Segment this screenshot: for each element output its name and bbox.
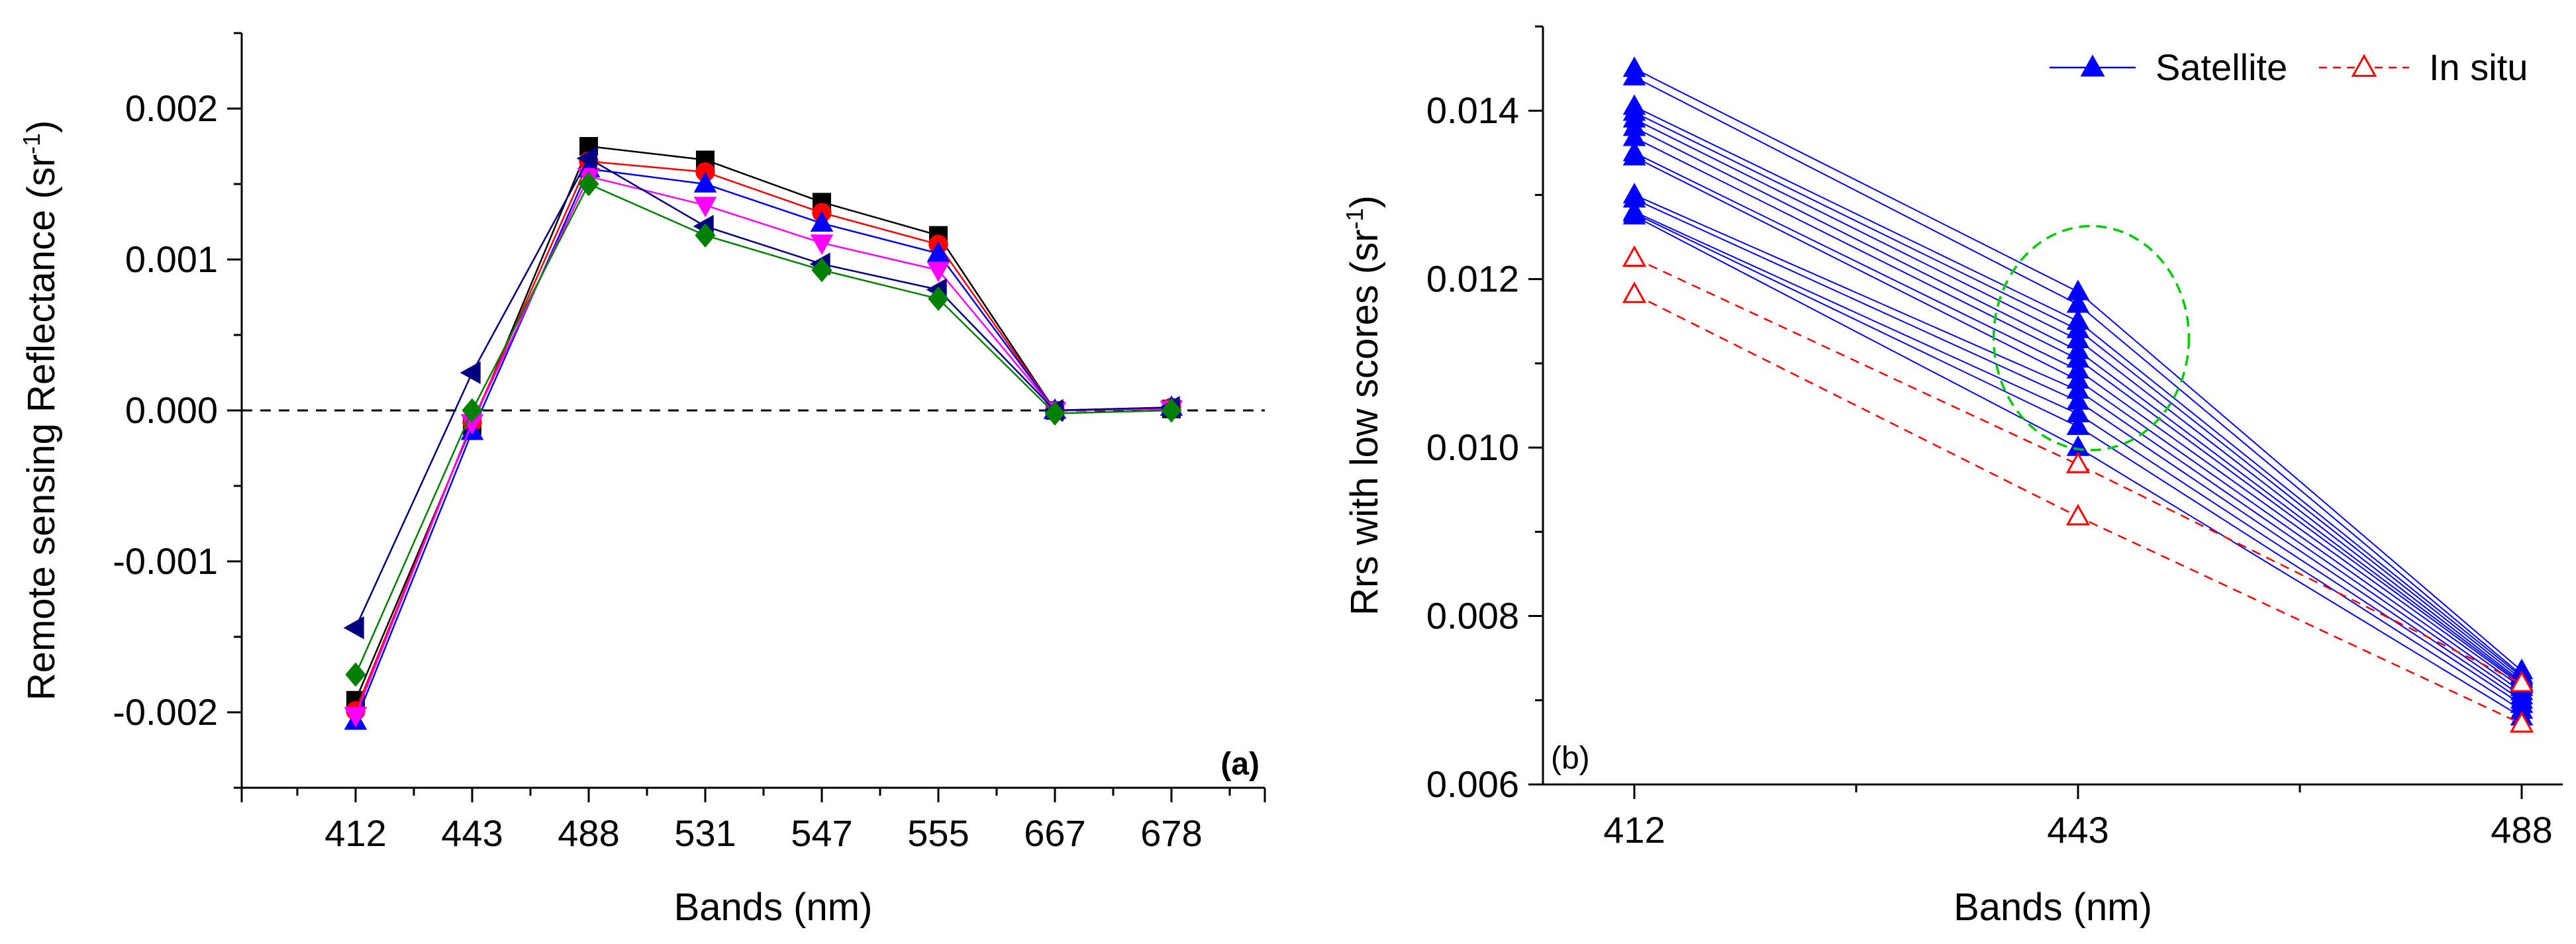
legend-marker-satellite: [2080, 54, 2105, 77]
data-point: [1622, 65, 1646, 86]
series-line: [354, 160, 1172, 712]
x-tick-label: 443: [2047, 809, 2108, 851]
y-tick-label: 0.006: [1426, 763, 1519, 805]
x-tick-label: 531: [674, 812, 736, 854]
data-point: [695, 223, 716, 248]
satellite-series-13: [1622, 203, 2534, 726]
x-tick-label: 443: [441, 812, 503, 854]
panel-b: 0.006 0.008 0.010 0.012 0.014 412 443 488 Satell…: [1341, 25, 2563, 929]
series-2: [344, 156, 1183, 730]
data-point: [926, 241, 950, 262]
data-point: [1622, 203, 1646, 224]
data-point: [2065, 451, 2091, 473]
x-tick-label: 547: [791, 812, 852, 854]
data-point: [2066, 414, 2090, 436]
legend-label-insitu: In situ: [2429, 46, 2528, 88]
series-4: [343, 146, 1180, 639]
y-tick-label: 0.002: [125, 87, 218, 129]
data-point: [2509, 711, 2534, 733]
data-point: [1622, 144, 1646, 165]
data-point: [1622, 281, 1647, 303]
data-point: [928, 286, 949, 311]
legend: Satellite In situ: [2050, 46, 2528, 88]
data-point: [810, 211, 834, 232]
data-point: [344, 706, 368, 728]
x-axis-title: Bands (nm): [674, 886, 873, 929]
y-tick-label: 0.012: [1426, 258, 1519, 300]
insitu-series-14: [1622, 245, 2534, 692]
data-point: [2065, 504, 2091, 526]
y-tick-label: -0.001: [113, 540, 218, 582]
data-point: [1622, 245, 1647, 267]
data-point: [811, 258, 832, 283]
series-line: [354, 175, 1172, 716]
legend-label-satellite: Satellite: [2155, 46, 2287, 88]
series-5: [345, 171, 1182, 687]
panel-label: (a): [1220, 747, 1260, 782]
y-axis-title: Rrs with low scores (sr-1): [1341, 195, 1386, 616]
data-point: [1044, 401, 1065, 426]
panel-label: (b): [1551, 741, 1590, 776]
x-tick-label: 667: [1024, 812, 1085, 854]
highlight-ellipse: [1992, 224, 2191, 451]
legend-marker-insitu: [2351, 54, 2377, 77]
data-point: [1161, 398, 1182, 423]
x-tick-label: 488: [558, 812, 619, 854]
data-point: [926, 261, 950, 283]
data-point: [693, 197, 717, 218]
series-line: [354, 183, 1172, 675]
data-point: [345, 662, 366, 687]
data-point: [460, 361, 481, 385]
x-tick-label: 555: [907, 812, 969, 854]
y-axis-title: Remote sensing Reflectance (sr-1): [18, 120, 63, 701]
y-tick-label: 0.008: [1426, 595, 1519, 637]
y-tick-label: -0.002: [113, 691, 218, 733]
series-line: [1634, 257, 2522, 684]
data-point: [576, 146, 597, 170]
y-tick-label: 0.000: [125, 389, 218, 431]
x-tick-label: 678: [1140, 812, 1202, 854]
y-tick-label: 0.001: [125, 238, 218, 280]
series-line: [354, 157, 1172, 628]
data-point: [578, 171, 599, 197]
x-tick-label: 412: [324, 812, 386, 854]
x-tick-label: 488: [2491, 809, 2552, 851]
data-point: [343, 616, 364, 639]
x-axis-title: Bands (nm): [1954, 886, 2152, 929]
data-point: [810, 234, 834, 256]
insitu-series-15: [1622, 281, 2534, 733]
panel-a: -0.002 -0.001 0.000 0.001 0.002 412 443 488 531 5…: [18, 32, 1266, 929]
y-tick-label: 0.014: [1426, 89, 1519, 131]
satellite-series-10: [1622, 187, 2534, 709]
data-point: [462, 398, 483, 423]
series-line: [354, 167, 1172, 722]
x-tick-label: 412: [1603, 809, 1665, 851]
data-point: [693, 171, 717, 193]
y-tick-label: 0.010: [1426, 426, 1519, 468]
data-point: [2509, 671, 2534, 692]
